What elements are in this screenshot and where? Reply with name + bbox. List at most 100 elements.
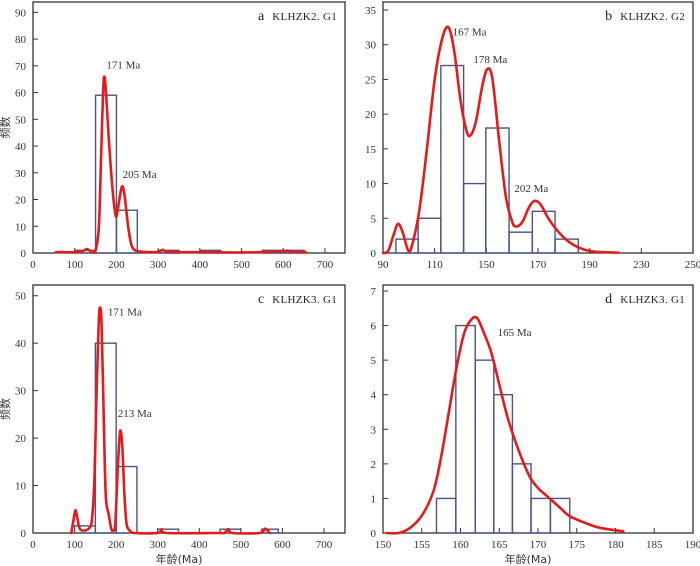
y-axis-title: 频数 — [0, 117, 12, 139]
sample-name: KLHZK3. G1 — [620, 294, 685, 306]
plot-frame — [382, 284, 694, 534]
x-tick-label: 230 — [633, 259, 650, 271]
x-tick-label: 100 — [66, 539, 83, 551]
x-tick-label: 300 — [149, 539, 166, 551]
x-tick-label: 180 — [607, 539, 624, 551]
peak-age-label: 178 Ma — [473, 54, 507, 66]
y-tick-label: 10 — [365, 179, 377, 191]
x-tick-label: 250 — [685, 259, 700, 271]
x-tick-label: 185 — [646, 539, 663, 551]
plot-frame — [32, 1, 346, 254]
peak-age-label: 165 Ma — [498, 327, 532, 339]
histogram-bar — [531, 210, 556, 254]
histogram-bar — [417, 217, 442, 254]
y-axis-title: 频数 — [0, 398, 12, 420]
probability-density-curve — [54, 75, 308, 254]
x-tick-label: 200 — [108, 259, 125, 271]
y-tick-label: 50 — [15, 114, 27, 126]
y-tick-label: 0 — [371, 248, 377, 260]
histogram-bar — [440, 64, 465, 254]
peak-age-label: 205 Ma — [123, 169, 157, 181]
histogram-bar — [474, 359, 495, 534]
y-tick-label: 20 — [15, 433, 27, 445]
x-tick-label: 400 — [192, 259, 209, 271]
histogram-bar — [508, 231, 534, 254]
y-tick-label: 60 — [15, 88, 27, 100]
y-tick-label: 90 — [15, 7, 27, 19]
y-tick-label: 70 — [15, 61, 27, 73]
peak-age-label: 202 Ma — [514, 183, 548, 195]
x-tick-label: 300 — [150, 259, 167, 271]
y-tick-label: 50 — [15, 291, 27, 303]
x-tick-label: 175 — [569, 539, 586, 551]
y-tick-label: 1 — [371, 493, 377, 505]
y-tick-label: 15 — [365, 144, 377, 156]
x-tick-label: 90 — [378, 259, 390, 271]
histogram-bar — [530, 497, 552, 534]
x-tick-label: 170 — [530, 259, 547, 271]
x-tick-label: 150 — [375, 539, 392, 551]
x-axis-title: 年龄(Ma) — [156, 552, 203, 566]
x-tick-label: 0 — [30, 539, 36, 551]
panel-letter: b — [605, 9, 616, 24]
y-tick-label: 0 — [371, 528, 377, 540]
x-axis-title: 年龄(Ma) — [505, 552, 552, 566]
panel-a-chart: 0 10 20 30 40 50 60 70 80 90 0 100 200 300 400 500 600 70… — [0, 1, 346, 271]
x-tick-label: 150 — [478, 259, 495, 271]
panel-letter: d — [605, 292, 616, 307]
y-tick-label: 10 — [15, 481, 27, 493]
y-tick-label: 40 — [15, 338, 27, 350]
x-tick-label: 500 — [233, 539, 250, 551]
y-tick-label: 35 — [365, 5, 377, 17]
y-tick-label: 7 — [371, 286, 377, 298]
x-tick-label: 160 — [452, 539, 469, 551]
x-tick-label: 700 — [317, 259, 334, 271]
y-tick-label: 6 — [371, 321, 377, 333]
y-tick-label: 10 — [15, 221, 27, 233]
x-tick-label: 155 — [414, 539, 431, 551]
y-tick-label: 30 — [365, 40, 377, 52]
y-tick-label: 5 — [371, 213, 377, 225]
peak-age-label: 171 Ma — [108, 307, 142, 319]
y-tick-label: 30 — [15, 386, 27, 398]
x-tick-label: 100 — [66, 259, 83, 271]
x-tick-label: 600 — [274, 539, 291, 551]
x-tick-label: 190 — [581, 259, 598, 271]
y-tick-label: 20 — [15, 195, 27, 207]
y-tick-label: 0 — [21, 528, 27, 540]
probability-density-curve — [385, 315, 625, 535]
y-tick-label: 80 — [15, 34, 27, 46]
panel-title: d KLHZK3. G1 — [605, 292, 685, 307]
y-tick-label: 30 — [15, 168, 27, 180]
histogram-bar — [435, 497, 457, 534]
x-tick-label: 400 — [191, 539, 208, 551]
x-tick-label: 165 — [491, 539, 508, 551]
panel-d-chart: 0 1 2 3 4 5 6 7 150 155 160 165 170 175 180 185 190 165 M… — [371, 284, 700, 566]
x-tick-label: 0 — [30, 259, 36, 271]
sample-name: KLHZK3. G1 — [272, 294, 337, 306]
histogram-bar — [462, 182, 487, 254]
x-tick-label: 500 — [233, 259, 250, 271]
panel-title: c KLHZK3. G1 — [258, 292, 337, 307]
x-tick-label: 200 — [108, 539, 125, 551]
peak-age-label: 171 Ma — [106, 60, 140, 72]
sample-name: KLHZK2. G2 — [620, 11, 685, 23]
x-tick-label: 600 — [275, 259, 292, 271]
y-tick-label: 25 — [365, 74, 377, 86]
y-tick-label: 0 — [21, 248, 27, 260]
y-tick-label: 20 — [365, 109, 377, 121]
x-tick-label: 190 — [685, 539, 700, 551]
panel-title: b KLHZK2. G2 — [605, 9, 685, 24]
x-tick-label: 700 — [316, 539, 333, 551]
x-tick-label: 110 — [427, 259, 444, 271]
sample-name: KLHZK2. G1 — [272, 11, 337, 23]
y-tick-label: 3 — [371, 424, 377, 436]
histogram-bar — [493, 394, 514, 534]
probability-density-curve — [381, 25, 620, 255]
probability-density-curve — [69, 306, 272, 535]
panel-letter: c — [258, 292, 268, 307]
peak-age-label: 213 Ma — [118, 408, 152, 420]
x-tick-label: 170 — [530, 539, 547, 551]
